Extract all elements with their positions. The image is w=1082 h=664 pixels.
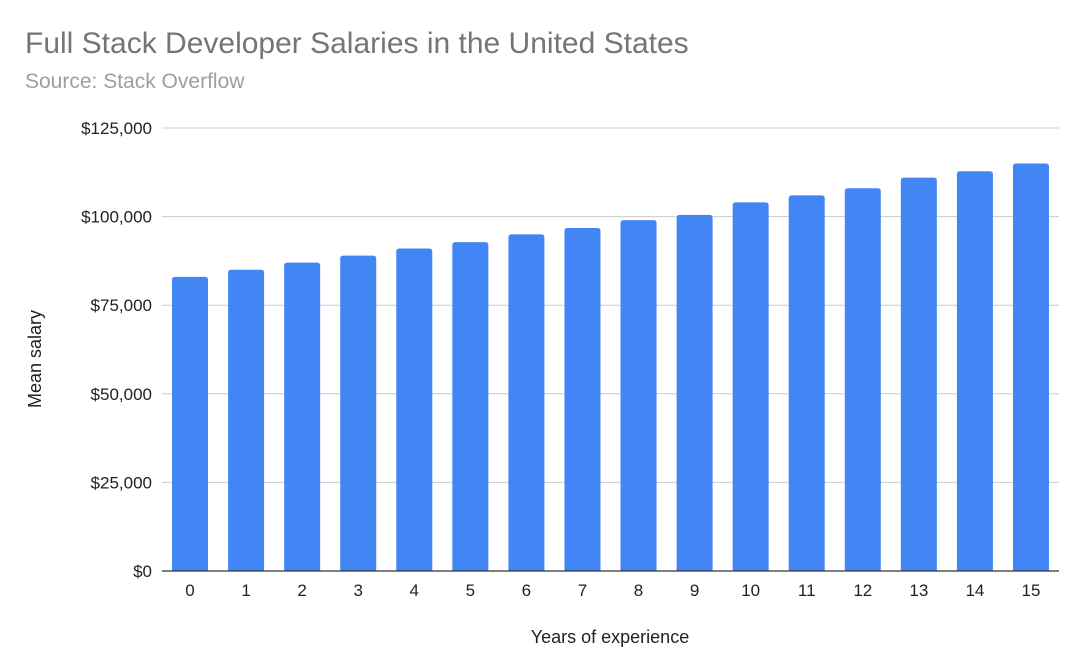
x-axis-ticks: 0 1 2 3 4 5 6 7 8 9 10 11 12 13 14 15 (185, 581, 1040, 600)
bar (844, 188, 881, 572)
bar (340, 255, 377, 572)
x-tick-label: 2 (297, 581, 306, 600)
x-tick-label: 6 (522, 581, 531, 600)
y-tick-label: $100,000 (81, 208, 152, 227)
x-tick-label: 9 (690, 581, 699, 600)
x-tick-label: 3 (353, 581, 362, 600)
bar (676, 214, 713, 571)
bar (732, 202, 769, 571)
y-tick-label: $125,000 (81, 119, 152, 138)
y-tick-label: $75,000 (91, 296, 152, 315)
x-tick-label: 12 (853, 581, 872, 600)
y-axis-ticks: $0 $25,000 $50,000 $75,000 $100,000 $125,000 (81, 119, 152, 581)
bar (452, 242, 489, 571)
bar (1012, 163, 1049, 571)
y-tick-label: $25,000 (91, 473, 152, 492)
x-tick-label: 0 (185, 581, 194, 600)
bar (620, 220, 657, 572)
x-axis-label: Years of experience (531, 627, 689, 647)
bar (396, 248, 433, 571)
y-axis-label: Mean salary (25, 310, 45, 408)
bar (956, 171, 993, 571)
bar (788, 195, 825, 571)
x-tick-label: 7 (578, 581, 587, 600)
x-tick-label: 15 (1022, 581, 1041, 600)
x-tick-label: 14 (965, 581, 984, 600)
bar (172, 276, 209, 571)
x-tick-label: 5 (466, 581, 475, 600)
y-tick-label: $50,000 (91, 385, 152, 404)
bar (900, 177, 937, 571)
x-tick-label: 13 (909, 581, 928, 600)
bar (564, 227, 601, 571)
x-tick-label: 10 (741, 581, 760, 600)
chart-title: Full Stack Developer Salaries in the Uni… (25, 27, 689, 60)
x-tick-label: 8 (634, 581, 643, 600)
x-tick-label: 1 (241, 581, 250, 600)
x-tick-label: 11 (798, 581, 816, 600)
y-tick-label: $0 (133, 562, 152, 581)
bar (284, 262, 321, 571)
chart-subtitle: Source: Stack Overflow (25, 70, 245, 93)
bars (172, 163, 1049, 572)
bar (508, 234, 545, 571)
bar (228, 269, 265, 571)
x-tick-label: 4 (410, 581, 419, 600)
